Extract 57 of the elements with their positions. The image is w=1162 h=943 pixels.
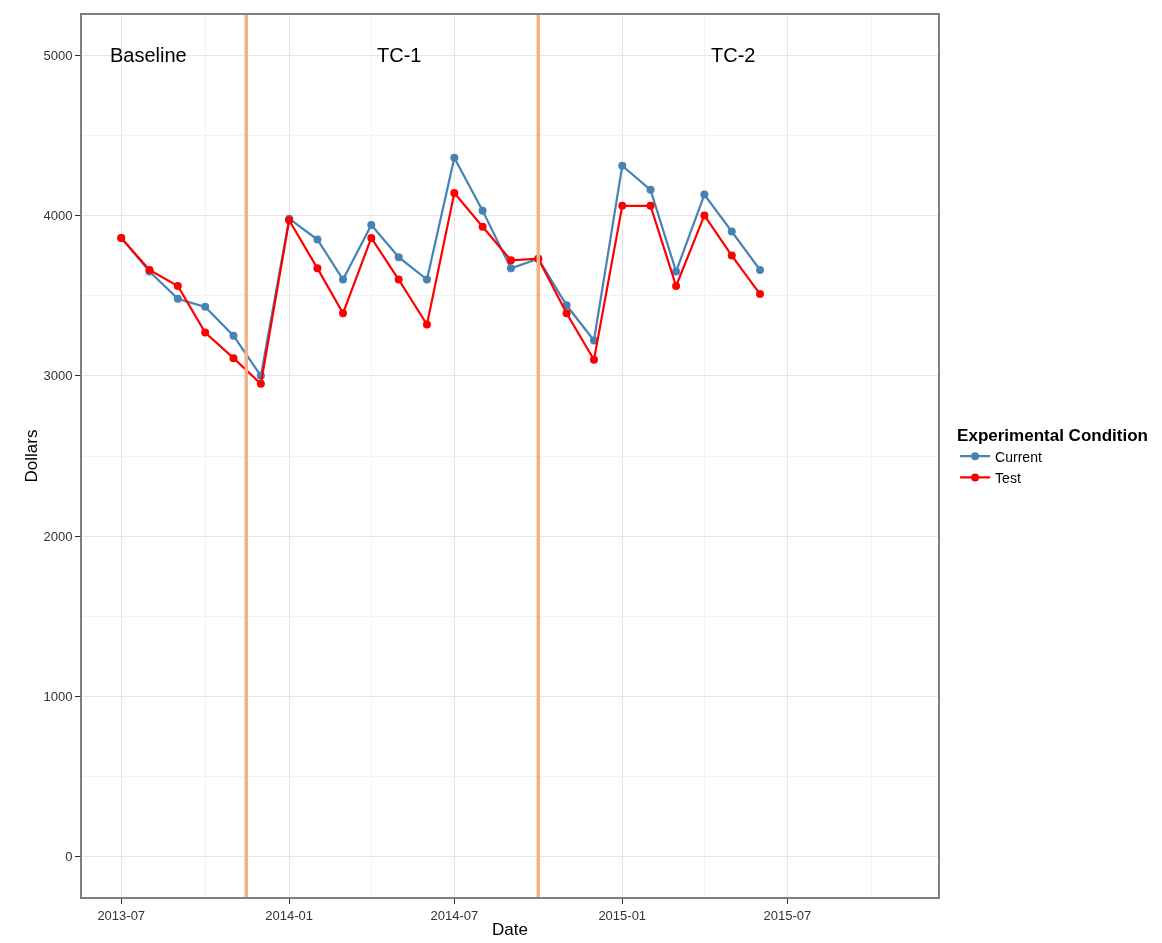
x-axis-title: Date: [492, 920, 528, 940]
point: [756, 290, 765, 299]
point: [422, 320, 431, 329]
point: [506, 264, 515, 273]
point: [313, 235, 322, 244]
point: [756, 265, 765, 274]
point: [229, 331, 238, 340]
point: [173, 294, 182, 303]
x-tick-label: 2014-07: [430, 907, 479, 923]
point: [589, 355, 598, 364]
point: [478, 222, 487, 231]
legend-label: Current: [995, 448, 1042, 465]
point: [450, 189, 459, 197]
point: [173, 282, 182, 291]
point: [506, 256, 515, 265]
point: [727, 227, 736, 236]
point: [646, 201, 655, 210]
y-tick-label: 3000: [43, 368, 73, 384]
point: [478, 206, 487, 215]
point: [394, 253, 403, 262]
x-tick-label: 2015-07: [763, 907, 812, 923]
legend-title: Experimental Condition: [957, 425, 1148, 445]
point: [201, 328, 210, 337]
point: [672, 267, 681, 276]
point: [367, 221, 376, 230]
y-tick-label: 4000: [43, 208, 73, 223]
annotation: TC-1: [377, 44, 422, 66]
x-tick-label: 2015-01: [598, 907, 647, 923]
point: [618, 201, 627, 210]
point: [201, 302, 210, 311]
point: [256, 379, 265, 388]
y-tick-label: 5000: [43, 47, 73, 63]
annotation: TC-2: [711, 44, 756, 66]
point: [618, 161, 627, 170]
point: [700, 190, 709, 199]
y-tick-label: 2000: [43, 528, 73, 544]
point: [367, 233, 376, 242]
point: [313, 264, 322, 273]
legend-label: Test: [995, 469, 1021, 486]
x-tick-label: 2014-01: [265, 907, 314, 923]
point: [700, 211, 709, 220]
point: [727, 251, 736, 260]
annotation: Baseline: [110, 44, 187, 66]
point: [394, 275, 403, 284]
y-axis-title: Dollars: [22, 429, 41, 483]
point: [646, 185, 655, 194]
x-tick-label: 2013-07: [97, 907, 146, 923]
point: [562, 309, 571, 318]
point: [422, 275, 431, 284]
point: [339, 275, 347, 284]
point: [339, 309, 347, 318]
y-tick-label: 1000: [43, 689, 73, 705]
point: [672, 282, 681, 291]
point: [450, 153, 459, 162]
point: [562, 301, 571, 310]
point: [229, 354, 238, 363]
y-tick-label: 0: [65, 849, 73, 865]
